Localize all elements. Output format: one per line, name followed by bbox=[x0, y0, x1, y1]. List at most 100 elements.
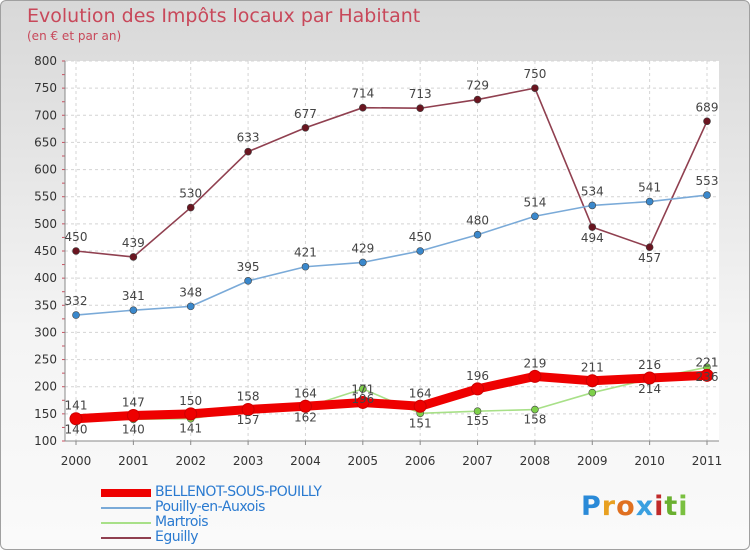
x-tick-label: 2010 bbox=[634, 454, 665, 468]
data-label-2: 140 bbox=[65, 422, 88, 436]
legend-item-martrois: Martrois bbox=[101, 514, 401, 531]
data-label-2: 236 bbox=[696, 370, 719, 384]
legend-label-martrois: Martrois bbox=[155, 514, 209, 530]
data-point-1 bbox=[531, 212, 539, 221]
data-point-0 bbox=[298, 399, 312, 413]
data-label-1: 480 bbox=[466, 214, 489, 228]
data-point-3 bbox=[588, 223, 597, 231]
logo-letter: o bbox=[616, 491, 636, 522]
data-point-2 bbox=[359, 385, 367, 393]
data-point-1 bbox=[588, 201, 597, 210]
data-label-2: 141 bbox=[179, 422, 202, 436]
legend-swatch-bellenot bbox=[101, 489, 151, 497]
data-point-0 bbox=[413, 399, 427, 413]
data-point-1 bbox=[359, 258, 367, 267]
logo-letter: P bbox=[581, 491, 602, 522]
series-line-1 bbox=[75, 194, 708, 316]
legend-swatch-martrois bbox=[101, 522, 151, 524]
legend-item-pouilly: Pouilly-en-Auxois bbox=[101, 499, 401, 516]
data-label-3: 677 bbox=[294, 107, 317, 121]
data-label-0: 164 bbox=[409, 386, 432, 400]
data-label-1: 553 bbox=[696, 174, 719, 188]
data-label-0: 147 bbox=[122, 395, 145, 409]
x-tick-label: 2003 bbox=[233, 454, 264, 468]
data-point-3 bbox=[359, 103, 367, 112]
data-point-1 bbox=[301, 262, 310, 271]
y-tick-label: 150 bbox=[34, 407, 57, 421]
x-tick-label: 2011 bbox=[692, 454, 723, 468]
data-label-3: 457 bbox=[638, 251, 661, 265]
data-point-3 bbox=[244, 147, 252, 156]
legend-label-bellenot: BELLENOT-SOUS-POUILLY bbox=[155, 484, 322, 500]
data-label-0: 141 bbox=[65, 399, 88, 413]
data-point-0 bbox=[241, 403, 255, 417]
data-label-0: 219 bbox=[523, 356, 546, 370]
data-point-0 bbox=[643, 371, 657, 385]
data-label-2: 155 bbox=[466, 414, 489, 428]
data-label-2: 214 bbox=[638, 382, 661, 396]
data-label-3: 714 bbox=[351, 87, 374, 101]
data-label-3: 689 bbox=[696, 100, 719, 114]
data-label-1: 514 bbox=[523, 195, 546, 209]
y-tick-label: 250 bbox=[34, 353, 57, 367]
y-tick-label: 800 bbox=[34, 54, 57, 68]
data-label-1: 534 bbox=[581, 184, 604, 198]
data-point-1 bbox=[244, 277, 252, 285]
y-tick-label: 400 bbox=[34, 271, 57, 285]
logo-letter: r bbox=[601, 491, 617, 522]
data-label-2: 196 bbox=[351, 392, 374, 406]
data-label-1: 395 bbox=[237, 260, 260, 274]
data-point-3 bbox=[473, 95, 482, 104]
data-label-1: 450 bbox=[409, 230, 432, 244]
y-tick-label: 500 bbox=[34, 217, 57, 231]
x-tick-label: 2007 bbox=[462, 454, 493, 468]
x-tick-label: 2001 bbox=[118, 454, 149, 468]
data-label-2: 162 bbox=[294, 410, 317, 424]
y-tick-label: 350 bbox=[34, 298, 57, 312]
legend-swatch-eguilly bbox=[101, 537, 151, 539]
y-tick-label: 300 bbox=[34, 325, 57, 339]
data-label-2: 157 bbox=[237, 413, 260, 427]
data-label-1: 332 bbox=[65, 294, 88, 308]
data-label-2: 151 bbox=[409, 416, 432, 430]
data-point-3 bbox=[416, 104, 424, 113]
data-point-1 bbox=[473, 230, 482, 239]
data-label-0: 164 bbox=[294, 386, 317, 400]
data-point-0 bbox=[69, 412, 83, 426]
data-label-0: 216 bbox=[638, 358, 661, 372]
data-label-3: 750 bbox=[523, 67, 546, 81]
y-tick-label: 600 bbox=[34, 163, 57, 177]
data-point-1 bbox=[645, 197, 654, 206]
data-point-1 bbox=[703, 191, 711, 199]
data-label-0: 158 bbox=[237, 390, 260, 404]
data-point-0 bbox=[528, 369, 542, 383]
data-point-3 bbox=[301, 123, 310, 132]
data-point-0 bbox=[471, 382, 485, 396]
data-point-3 bbox=[531, 84, 539, 92]
data-label-0: 171 bbox=[351, 382, 374, 396]
series-line-3 bbox=[75, 87, 708, 258]
legend-item-eguilly: Eguilly bbox=[101, 529, 401, 546]
y-tick-label: 750 bbox=[34, 81, 57, 95]
data-point-2 bbox=[473, 407, 482, 415]
legend-label-pouilly: Pouilly-en-Auxois bbox=[155, 499, 265, 515]
logo-letter: i bbox=[654, 491, 665, 522]
data-point-3 bbox=[186, 203, 195, 212]
chart-subtitle: (en € et par an) bbox=[27, 29, 122, 43]
x-tick-label: 2000 bbox=[61, 454, 92, 468]
data-point-1 bbox=[416, 247, 424, 255]
logo-letter: i bbox=[678, 491, 689, 522]
data-label-1: 429 bbox=[351, 241, 374, 255]
y-tick-label: 550 bbox=[34, 190, 57, 204]
data-label-3: 530 bbox=[179, 187, 202, 201]
chart-title: Evolution des Impôts locaux par Habitant bbox=[27, 5, 421, 27]
data-label-0: 221 bbox=[696, 355, 719, 369]
y-tick-label: 700 bbox=[34, 108, 57, 122]
x-tick-label: 2006 bbox=[405, 454, 436, 468]
data-label-3: 633 bbox=[237, 131, 260, 145]
legend-item-bellenot: BELLENOT-SOUS-POUILLY bbox=[101, 484, 401, 501]
x-tick-label: 2005 bbox=[348, 454, 379, 468]
data-point-0 bbox=[126, 408, 140, 422]
